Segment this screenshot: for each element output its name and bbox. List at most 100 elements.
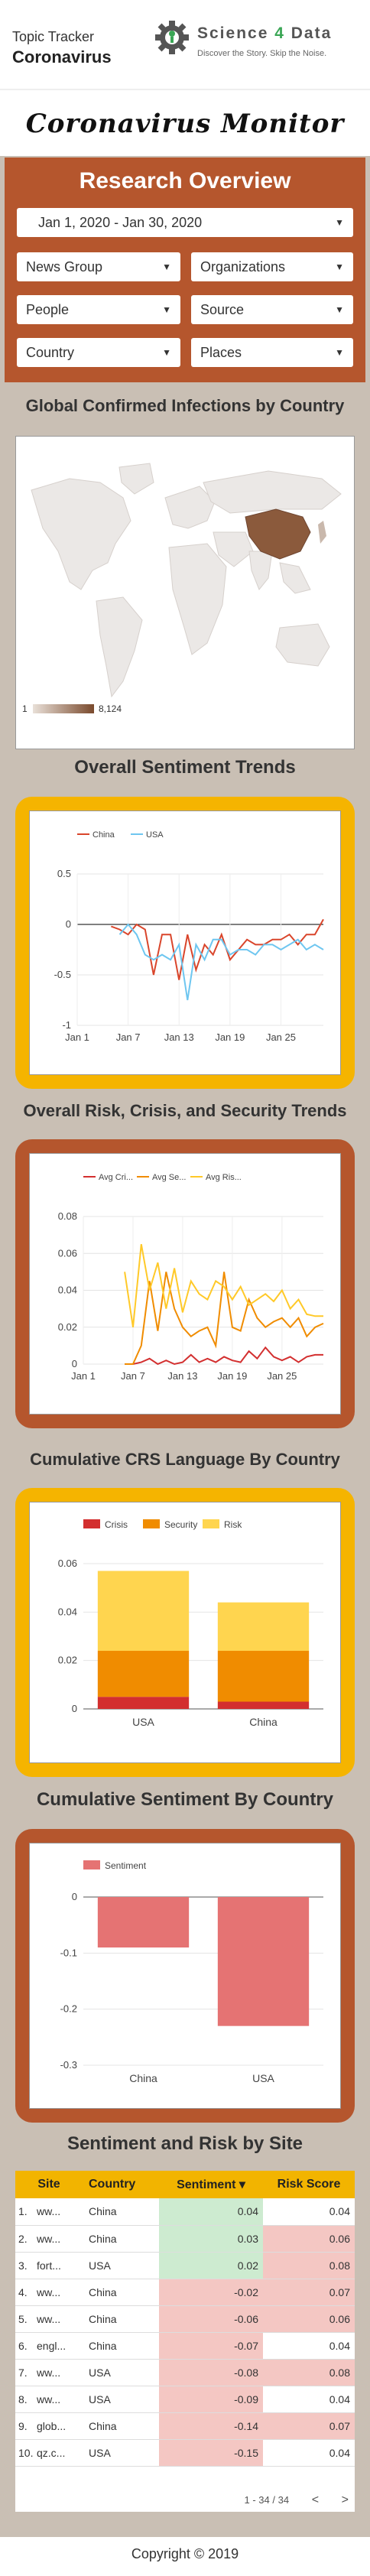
- table-row[interactable]: 7. ww... USA -0.08 0.08: [15, 2359, 355, 2386]
- sentiment-risk-table-panel: Site Country Sentiment ▾ Risk Score 1. ww…: [15, 2171, 355, 2512]
- cell-sentiment: -0.15: [159, 2439, 263, 2467]
- filter-people[interactable]: People ▼: [17, 295, 180, 324]
- southeast-asia-shape: [279, 562, 311, 594]
- col-sentiment-header[interactable]: Sentiment ▾: [159, 2171, 263, 2198]
- table-row[interactable]: 4. ww... China -0.02 0.07: [15, 2279, 355, 2306]
- cell-sentiment: 0.02: [159, 2252, 263, 2279]
- cell-site: glob...: [37, 2412, 83, 2440]
- x-tick-label: Jan 19: [217, 1370, 247, 1382]
- y-tick-label: 0.04: [58, 1606, 77, 1617]
- cell-country: China: [83, 2279, 159, 2306]
- table-row[interactable]: 2. ww... China 0.03 0.06: [15, 2225, 355, 2253]
- y-tick-label: -0.3: [60, 2059, 77, 2071]
- date-range-picker[interactable]: Jan 1, 2020 - Jan 30, 2020 ▼: [17, 208, 353, 237]
- bar-security-usa: [97, 1651, 190, 1697]
- table-row[interactable]: 6. engl... China -0.07 0.04: [15, 2332, 355, 2360]
- filter-news-group[interactable]: News Group ▼: [17, 252, 180, 281]
- filter-country[interactable]: Country ▼: [17, 338, 180, 367]
- bar-crisis-china: [217, 1701, 310, 1709]
- table-row[interactable]: 10. qz.c... USA -0.15 0.04: [15, 2439, 355, 2467]
- cell-country: USA: [83, 2252, 159, 2279]
- row-index: 7.: [15, 2359, 37, 2386]
- legend-swatch: [83, 1519, 100, 1528]
- row-index: 5.: [15, 2305, 37, 2333]
- filter-source[interactable]: Source ▼: [191, 295, 353, 324]
- filter-label: News Group: [26, 259, 103, 274]
- pager: 1 - 34 / 34 < >: [245, 2493, 349, 2507]
- x-tick-label: Jan 19: [215, 1031, 245, 1043]
- table-row[interactable]: 9. glob... China -0.14 0.07: [15, 2412, 355, 2440]
- logo-wordmark: Science 4 Data: [197, 24, 333, 42]
- crs-trends-title: Overall Risk, Crisis, and Security Trend…: [23, 1101, 347, 1120]
- legend-label: Security: [164, 1519, 197, 1530]
- dropdown-arrow-icon: ▼: [335, 347, 344, 358]
- map-title: Global Confirmed Infections by Country: [25, 396, 345, 415]
- y-tick-label: 0.02: [58, 1655, 77, 1666]
- legend-label: Sentiment: [105, 1860, 147, 1871]
- north-america-shape: [31, 478, 131, 590]
- page-title: Coronavirus Monitor: [25, 109, 345, 139]
- cell-site: ww...: [37, 2359, 83, 2386]
- row-index: 4.: [15, 2279, 37, 2306]
- dropdown-arrow-icon: ▼: [335, 217, 344, 228]
- prev-page-icon[interactable]: <: [311, 2493, 320, 2506]
- col-country-header[interactable]: Country: [83, 2171, 159, 2198]
- title-bar: Coronavirus Monitor: [0, 89, 370, 156]
- x-tick-label: China: [129, 2072, 157, 2084]
- legend-swatch: [143, 1519, 160, 1528]
- bar-sentiment-usa: [217, 1897, 310, 2026]
- col-site-header[interactable]: Site: [15, 2171, 83, 2198]
- row-index: 8.: [15, 2386, 37, 2413]
- x-tick-label: Jan 7: [121, 1370, 145, 1382]
- cell-risk: 0.04: [263, 2198, 355, 2226]
- y-tick-label: -0.2: [60, 2003, 77, 2015]
- table-row[interactable]: 8. ww... USA -0.09 0.04: [15, 2386, 355, 2413]
- y-tick-label: 0: [72, 1891, 77, 1902]
- africa-shape: [168, 543, 227, 655]
- y-tick-label: 0.02: [58, 1321, 77, 1333]
- cell-country: China: [83, 2412, 159, 2440]
- cell-site: ww...: [37, 2279, 83, 2306]
- map-legend-min: 1: [22, 703, 28, 714]
- table-row[interactable]: 5. ww... China -0.06 0.06: [15, 2305, 355, 2333]
- map-legend-max: 8,124: [99, 703, 122, 714]
- middle-east-shape: [213, 531, 254, 567]
- filter-places[interactable]: Places ▼: [191, 338, 353, 367]
- cell-sentiment: -0.14: [159, 2412, 263, 2440]
- footer: Copyright © 2019: [0, 2537, 370, 2576]
- crs-country-chart-card: Crisis Security Risk 0.06 0.04 0.02 0 USA China: [29, 1502, 341, 1763]
- next-page-icon[interactable]: >: [341, 2493, 349, 2506]
- col-risk-header[interactable]: Risk Score: [263, 2171, 355, 2198]
- cell-risk: 0.08: [263, 2252, 355, 2279]
- y-tick-label: 0.06: [58, 1247, 77, 1259]
- cell-risk: 0.04: [263, 2386, 355, 2413]
- legend-label: Avg Cri...: [99, 1173, 133, 1182]
- x-tick-label: Jan 13: [164, 1031, 194, 1043]
- gear-logo-icon: [155, 21, 189, 54]
- crs-trends-chart-card: Avg Cri... Avg Se... Avg Ris... 0.08 0.06 0.0…: [29, 1153, 341, 1415]
- row-index: 10.: [15, 2439, 37, 2467]
- row-index: 1.: [15, 2198, 37, 2226]
- table-row[interactable]: 1. ww... China 0.04 0.04: [15, 2198, 355, 2226]
- cell-risk: 0.07: [263, 2412, 355, 2440]
- bar-risk-usa: [97, 1571, 190, 1651]
- table-row[interactable]: 3. fort... USA 0.02 0.08: [15, 2252, 355, 2279]
- cell-site: ww...: [37, 2305, 83, 2333]
- map-legend-gradient: [33, 704, 94, 713]
- x-tick-label: Jan 25: [266, 1031, 296, 1043]
- y-tick-label: 0.5: [57, 868, 71, 879]
- topic-label: Topic Tracker: [12, 29, 95, 44]
- cell-sentiment: -0.07: [159, 2332, 263, 2360]
- bar-risk-china: [217, 1602, 310, 1651]
- filter-organizations[interactable]: Organizations ▼: [191, 252, 353, 281]
- cell-sentiment: 0.03: [159, 2225, 263, 2253]
- filter-label: Source: [200, 302, 245, 317]
- dropdown-arrow-icon: ▼: [162, 261, 171, 272]
- legend-label: China: [92, 830, 115, 840]
- world-map[interactable]: 1 8,124: [16, 437, 354, 749]
- sentiment-risk-table: Site Country Sentiment ▾ Risk Score 1. ww…: [15, 2171, 355, 2467]
- sentiment-trends-chart-card: China USA 0.5 0 -0.5 -1 Jan 1 Jan 7 Jan 13 Jan 19…: [29, 810, 341, 1075]
- logo-tagline: Discover the Story. Skip the Noise.: [197, 49, 327, 58]
- date-range-value: Jan 1, 2020 - Jan 30, 2020: [38, 215, 203, 230]
